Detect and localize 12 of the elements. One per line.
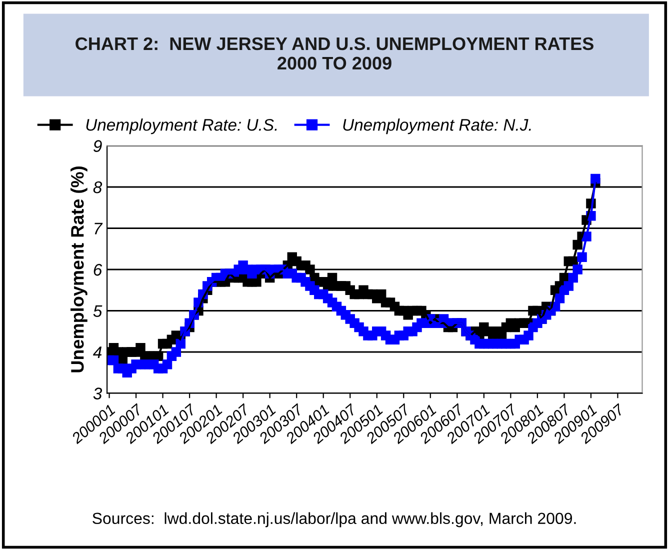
legend-label: Unemployment Rate: N.J.	[343, 118, 531, 134]
y-tick-label: 9	[93, 140, 102, 152]
y-tick-label: 7	[94, 222, 103, 234]
y-tick-label: 6	[94, 264, 102, 276]
y-axis-title: Unemployment Rate (%)	[70, 166, 88, 372]
y-tick-label: 4	[93, 346, 102, 358]
chart-title: CHART 2: NEW JERSEY AND U.S. UNEMPLOYMENT RATES 2000 TO 2009	[76, 37, 594, 70]
y-tick-label: 8	[93, 181, 102, 194]
y-tick-label: 5	[93, 305, 102, 317]
source-note: Sources: lwd.dol.state.nj.us/labor/lpa and www.bls.gov, March 2009.	[92, 512, 576, 528]
legend-label: Unemployment Rate: U.S.	[86, 118, 277, 134]
y-tick-label: 3	[93, 388, 102, 400]
